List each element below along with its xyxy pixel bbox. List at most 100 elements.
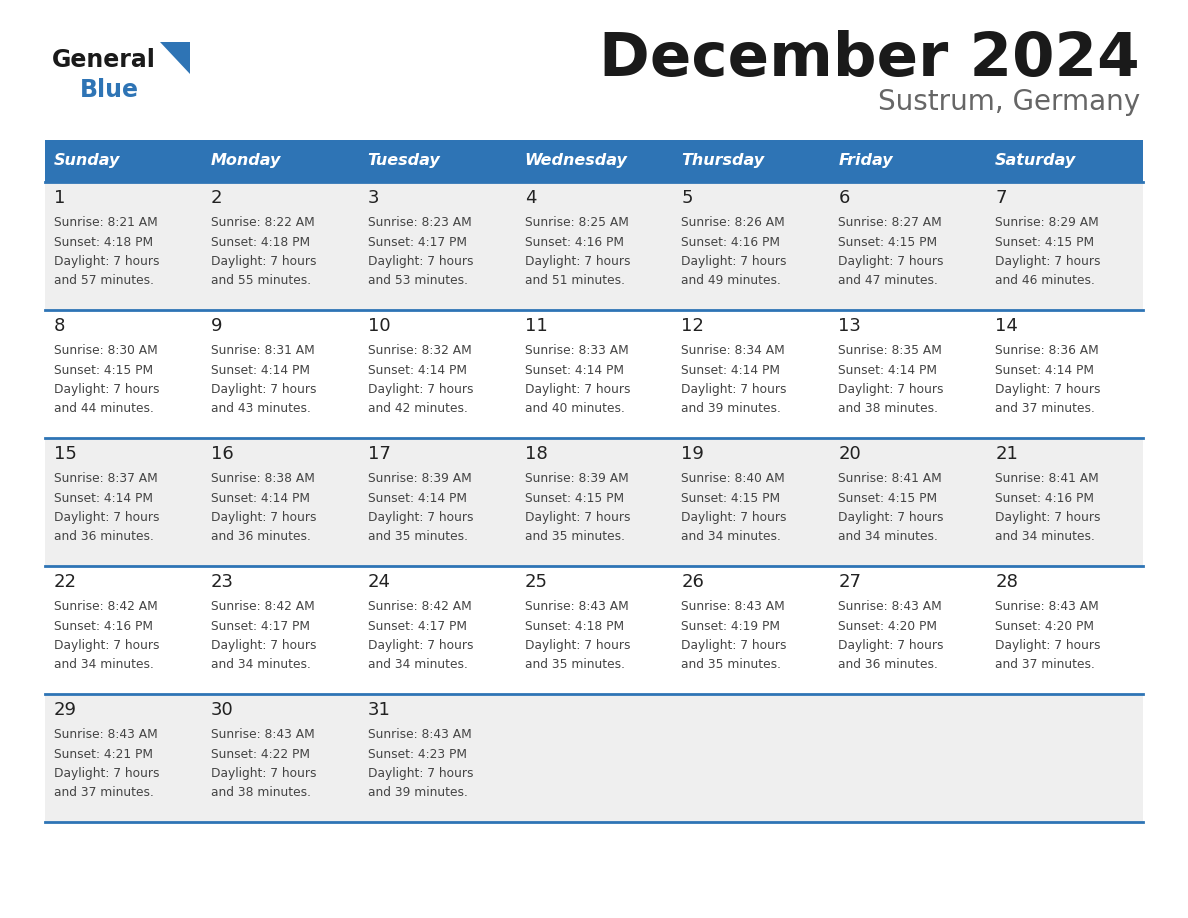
Text: Daylight: 7 hours: Daylight: 7 hours <box>682 639 786 652</box>
Text: Daylight: 7 hours: Daylight: 7 hours <box>53 255 159 268</box>
Text: 31: 31 <box>368 701 391 719</box>
Text: 8: 8 <box>53 317 65 335</box>
Text: Daylight: 7 hours: Daylight: 7 hours <box>53 639 159 652</box>
Text: and 51 minutes.: and 51 minutes. <box>525 274 625 287</box>
Text: Sunset: 4:15 PM: Sunset: 4:15 PM <box>839 236 937 249</box>
Text: Sunrise: 8:43 AM: Sunrise: 8:43 AM <box>368 728 472 741</box>
Text: Daylight: 7 hours: Daylight: 7 hours <box>210 639 316 652</box>
Text: and 40 minutes.: and 40 minutes. <box>525 402 625 416</box>
Text: and 38 minutes.: and 38 minutes. <box>839 402 939 416</box>
Text: Daylight: 7 hours: Daylight: 7 hours <box>996 639 1100 652</box>
Text: Daylight: 7 hours: Daylight: 7 hours <box>996 255 1100 268</box>
Text: December 2024: December 2024 <box>600 30 1140 89</box>
Text: and 47 minutes.: and 47 minutes. <box>839 274 939 287</box>
Bar <box>516 140 672 182</box>
Text: and 49 minutes.: and 49 minutes. <box>682 274 782 287</box>
Text: Daylight: 7 hours: Daylight: 7 hours <box>682 383 786 396</box>
Text: Sunset: 4:14 PM: Sunset: 4:14 PM <box>682 364 781 376</box>
Text: Sunset: 4:18 PM: Sunset: 4:18 PM <box>210 236 310 249</box>
Text: 27: 27 <box>839 573 861 591</box>
Text: and 46 minutes.: and 46 minutes. <box>996 274 1095 287</box>
Text: 3: 3 <box>368 189 379 207</box>
Text: 12: 12 <box>682 317 704 335</box>
Text: Sunset: 4:17 PM: Sunset: 4:17 PM <box>210 620 310 633</box>
Text: 26: 26 <box>682 573 704 591</box>
Bar <box>45 182 1143 310</box>
Text: 21: 21 <box>996 445 1018 463</box>
Text: and 38 minutes.: and 38 minutes. <box>210 787 311 800</box>
Text: Sunset: 4:14 PM: Sunset: 4:14 PM <box>368 364 467 376</box>
Bar <box>45 310 1143 438</box>
Text: Sunset: 4:15 PM: Sunset: 4:15 PM <box>682 491 781 505</box>
Text: Daylight: 7 hours: Daylight: 7 hours <box>53 383 159 396</box>
Text: Daylight: 7 hours: Daylight: 7 hours <box>210 511 316 524</box>
Text: 15: 15 <box>53 445 77 463</box>
Text: Sunset: 4:16 PM: Sunset: 4:16 PM <box>525 236 624 249</box>
Text: 14: 14 <box>996 317 1018 335</box>
Text: and 55 minutes.: and 55 minutes. <box>210 274 311 287</box>
Text: Sunrise: 8:42 AM: Sunrise: 8:42 AM <box>210 600 315 613</box>
Text: and 34 minutes.: and 34 minutes. <box>682 531 782 543</box>
Text: Sunset: 4:14 PM: Sunset: 4:14 PM <box>525 364 624 376</box>
Text: Sunset: 4:17 PM: Sunset: 4:17 PM <box>368 236 467 249</box>
Text: Daylight: 7 hours: Daylight: 7 hours <box>368 383 473 396</box>
Text: and 36 minutes.: and 36 minutes. <box>839 658 939 671</box>
Text: Sunset: 4:15 PM: Sunset: 4:15 PM <box>996 236 1094 249</box>
Text: 20: 20 <box>839 445 861 463</box>
Text: Sunrise: 8:32 AM: Sunrise: 8:32 AM <box>368 344 472 357</box>
Text: 28: 28 <box>996 573 1018 591</box>
Text: Monday: Monday <box>210 153 282 169</box>
Text: and 53 minutes.: and 53 minutes. <box>368 274 468 287</box>
Text: Sunrise: 8:29 AM: Sunrise: 8:29 AM <box>996 216 1099 229</box>
Text: Sunrise: 8:22 AM: Sunrise: 8:22 AM <box>210 216 315 229</box>
Text: Sunset: 4:17 PM: Sunset: 4:17 PM <box>368 620 467 633</box>
Text: Sunrise: 8:23 AM: Sunrise: 8:23 AM <box>368 216 472 229</box>
Text: 5: 5 <box>682 189 693 207</box>
Text: Sunrise: 8:39 AM: Sunrise: 8:39 AM <box>368 472 472 485</box>
Text: Sunrise: 8:42 AM: Sunrise: 8:42 AM <box>53 600 158 613</box>
Text: Sunrise: 8:43 AM: Sunrise: 8:43 AM <box>53 728 158 741</box>
Text: Sunset: 4:14 PM: Sunset: 4:14 PM <box>210 491 310 505</box>
Polygon shape <box>160 42 190 74</box>
Bar <box>45 694 1143 822</box>
Text: and 34 minutes.: and 34 minutes. <box>839 531 939 543</box>
Bar <box>45 140 202 182</box>
Text: and 39 minutes.: and 39 minutes. <box>368 787 468 800</box>
Text: Tuesday: Tuesday <box>368 153 441 169</box>
Text: Sunset: 4:16 PM: Sunset: 4:16 PM <box>682 236 781 249</box>
Text: Sunset: 4:14 PM: Sunset: 4:14 PM <box>210 364 310 376</box>
Text: Daylight: 7 hours: Daylight: 7 hours <box>368 767 473 780</box>
Text: and 42 minutes.: and 42 minutes. <box>368 402 468 416</box>
Text: 22: 22 <box>53 573 77 591</box>
Text: Sunrise: 8:21 AM: Sunrise: 8:21 AM <box>53 216 158 229</box>
Text: 7: 7 <box>996 189 1006 207</box>
Text: Sustrum, Germany: Sustrum, Germany <box>878 88 1140 116</box>
Text: and 57 minutes.: and 57 minutes. <box>53 274 154 287</box>
Text: Sunrise: 8:43 AM: Sunrise: 8:43 AM <box>839 600 942 613</box>
Text: Sunset: 4:20 PM: Sunset: 4:20 PM <box>996 620 1094 633</box>
Text: 24: 24 <box>368 573 391 591</box>
Text: and 34 minutes.: and 34 minutes. <box>996 531 1095 543</box>
Text: Daylight: 7 hours: Daylight: 7 hours <box>210 383 316 396</box>
Text: Sunrise: 8:43 AM: Sunrise: 8:43 AM <box>525 600 628 613</box>
Text: Daylight: 7 hours: Daylight: 7 hours <box>210 767 316 780</box>
Text: Daylight: 7 hours: Daylight: 7 hours <box>525 639 630 652</box>
Text: and 35 minutes.: and 35 minutes. <box>525 531 625 543</box>
Bar <box>45 566 1143 694</box>
Text: and 37 minutes.: and 37 minutes. <box>996 658 1095 671</box>
Bar <box>45 438 1143 566</box>
Text: Sunrise: 8:26 AM: Sunrise: 8:26 AM <box>682 216 785 229</box>
Text: Sunset: 4:23 PM: Sunset: 4:23 PM <box>368 747 467 760</box>
Text: Daylight: 7 hours: Daylight: 7 hours <box>368 255 473 268</box>
Text: Sunday: Sunday <box>53 153 120 169</box>
Text: Saturday: Saturday <box>996 153 1076 169</box>
Text: Sunset: 4:14 PM: Sunset: 4:14 PM <box>996 364 1094 376</box>
Text: and 35 minutes.: and 35 minutes. <box>368 531 468 543</box>
Text: Blue: Blue <box>80 78 139 102</box>
Text: 11: 11 <box>525 317 548 335</box>
Text: Daylight: 7 hours: Daylight: 7 hours <box>525 383 630 396</box>
Text: Friday: Friday <box>839 153 893 169</box>
Text: Sunset: 4:22 PM: Sunset: 4:22 PM <box>210 747 310 760</box>
Bar <box>986 140 1143 182</box>
Text: 13: 13 <box>839 317 861 335</box>
